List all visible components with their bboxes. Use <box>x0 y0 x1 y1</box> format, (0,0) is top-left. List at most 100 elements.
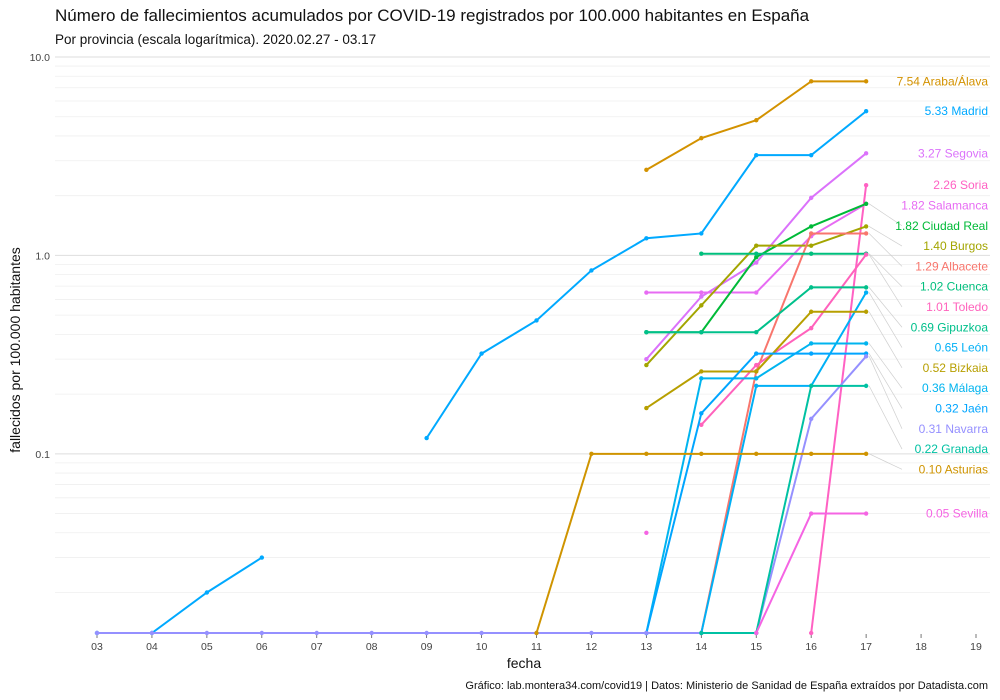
data-point-salamanca <box>644 290 649 295</box>
chart-title: Número de fallecimientos acumulados por … <box>55 6 810 25</box>
leader-line-le-n <box>868 292 903 348</box>
data-point-toledo <box>754 362 759 368</box>
data-point-burgos <box>808 243 814 248</box>
leader-line-albacete <box>868 233 903 267</box>
end-label-toledo: 1.01 Toledo <box>926 300 988 314</box>
data-point-segovia <box>699 294 704 299</box>
data-point-araba-lava <box>863 79 869 84</box>
data-point-gipuzkoa <box>808 285 814 290</box>
end-label-soria: 2.26 Soria <box>933 178 988 192</box>
data-point-salamanca <box>754 290 759 295</box>
data-point-bizkaia <box>699 369 704 374</box>
end-label-madrid: 5.33 Madrid <box>925 104 988 118</box>
leader-line-ciudad-real <box>868 203 903 227</box>
x-tick-label: 15 <box>750 641 762 653</box>
data-point-gipuzkoa <box>644 330 649 335</box>
series-line-ja-n <box>645 352 867 634</box>
series-line-madrid <box>97 556 263 634</box>
leader-line-navarra <box>868 356 903 429</box>
data-point-bizkaia <box>754 369 759 374</box>
end-label-ja-n: 0.32 Jaén <box>935 401 988 415</box>
x-tick-label: 03 <box>91 641 103 653</box>
y-tick-label: 10.0 <box>30 52 51 64</box>
data-point-m-laga <box>863 341 869 346</box>
data-point-toledo <box>863 252 869 257</box>
data-point-bizkaia <box>863 309 869 314</box>
data-point-albacete <box>863 231 869 236</box>
data-point-ciudad-real <box>754 254 759 260</box>
data-point-asturias <box>808 451 814 457</box>
data-point-cuenca <box>699 251 704 256</box>
data-point-bizkaia <box>644 405 649 411</box>
chart-caption: Gráfico: lab.montera34.com/covid19 | Dat… <box>465 680 988 692</box>
end-label-le-n: 0.65 León <box>935 341 988 355</box>
data-point-navarra <box>314 630 319 636</box>
data-point-sevilla <box>863 511 869 516</box>
data-point-navarra <box>94 630 100 636</box>
data-point-burgos <box>863 224 869 229</box>
data-point-asturias <box>754 451 759 457</box>
leader-line-bizkaia <box>868 311 903 369</box>
data-point-granada <box>808 383 814 389</box>
end-label-asturias: 0.10 Asturias <box>919 462 988 476</box>
x-tick-label: 19 <box>970 641 982 653</box>
data-point-burgos <box>699 303 704 308</box>
data-point-navarra <box>644 630 649 636</box>
data-point-ja-n <box>754 351 759 356</box>
data-point-m-laga <box>754 376 759 381</box>
data-point-sevilla <box>644 530 649 535</box>
data-point-navarra <box>424 630 429 636</box>
x-tick-label: 10 <box>476 641 488 653</box>
data-point-bizkaia <box>808 309 814 314</box>
data-point-gipuzkoa <box>754 330 759 335</box>
x-tick-label: 17 <box>860 641 872 653</box>
series-line-asturias <box>535 452 867 634</box>
grid <box>55 56 990 593</box>
data-point-salamanca <box>699 290 704 295</box>
x-tick-label: 06 <box>256 641 268 653</box>
data-point-segovia <box>808 195 814 201</box>
data-point-asturias <box>644 451 649 457</box>
x-axis-ticks: 03 04 05 06 07 08 09 10 11 12 13 14 15 16 17 18 19 <box>91 634 982 653</box>
x-tick-label: 16 <box>805 641 817 653</box>
data-point-sevilla <box>754 630 759 636</box>
data-point-araba-lava <box>644 167 649 173</box>
end-label-segovia: 3.27 Segovia <box>918 146 988 160</box>
data-point-madrid <box>863 109 869 114</box>
data-point-m-laga <box>699 376 704 381</box>
end-label-araba-lava: 7.54 Araba/Álava <box>897 73 989 88</box>
x-tick-label: 05 <box>201 641 213 653</box>
data-point-granada <box>699 630 704 636</box>
y-axis-label: fallecidos por 100.000 habitantes <box>7 247 23 452</box>
data-point-soria <box>863 182 869 188</box>
x-tick-label: 08 <box>366 641 378 653</box>
x-tick-label: 04 <box>146 641 158 653</box>
data-point-madrid <box>479 351 484 356</box>
leader-line-asturias <box>868 453 903 470</box>
data-point-madrid <box>424 435 429 441</box>
leader-line-toledo <box>868 254 903 308</box>
x-tick-label: 12 <box>586 641 598 653</box>
x-axis-label: fecha <box>507 655 541 671</box>
data-point-madrid <box>754 152 759 158</box>
leader-line-ja-n <box>868 353 903 409</box>
data-point-madrid <box>644 236 649 241</box>
data-point-madrid <box>589 268 594 273</box>
data-point-cuenca <box>754 251 759 256</box>
data-point-madrid <box>534 318 539 323</box>
leader-line-granada <box>868 385 903 450</box>
data-point-ciudad-real <box>863 201 869 207</box>
data-point-madrid <box>699 231 704 236</box>
data-point-toledo <box>808 325 814 331</box>
data-point-ja-n <box>808 351 814 356</box>
data-point-araba-lava <box>699 135 704 141</box>
x-tick-label: 13 <box>641 641 653 653</box>
data-point-segovia <box>644 356 649 362</box>
data-point-asturias <box>534 630 539 636</box>
end-label-albacete: 1.29 Albacete <box>915 259 988 273</box>
leader-line-burgos <box>868 226 903 247</box>
data-point-madrid <box>259 555 265 560</box>
end-label-salamanca: 1.82 Salamanca <box>901 198 988 212</box>
data-point-navarra <box>589 630 594 636</box>
